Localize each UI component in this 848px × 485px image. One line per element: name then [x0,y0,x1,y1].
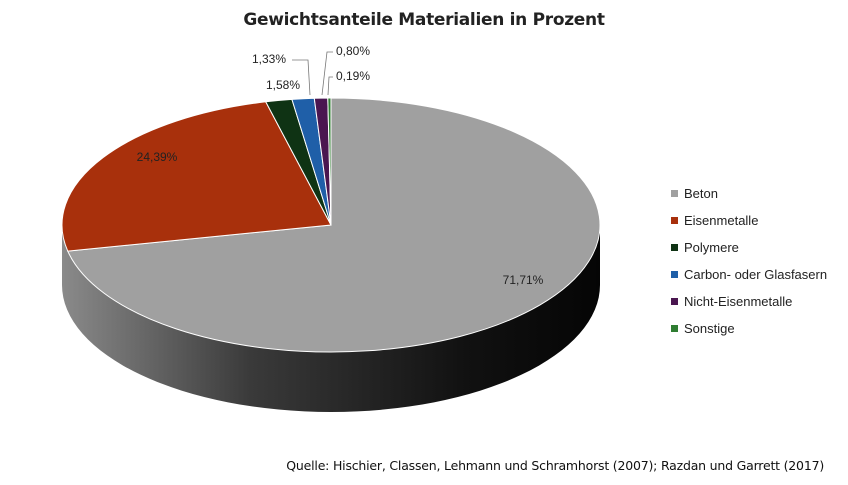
legend: Beton Eisenmetalle Polymere Carbon- oder Gl… [671,180,827,342]
pie-slice-beton [66,97,601,353]
leader-line [327,76,333,96]
legend-label: Eisenmetalle [684,213,759,228]
legend-item: Beton [671,180,827,207]
data-label: 71,71% [503,273,544,287]
legend-item: Nicht-Eisenmetalle [671,288,827,315]
legend-swatch [671,190,678,197]
pie-slice-eisenmetalle [61,101,332,252]
pie-side-wall [62,225,600,412]
data-label: 1,33% [252,52,286,66]
legend-swatch [671,217,678,224]
legend-item: Carbon- oder Glasfasern [671,261,827,288]
data-label: 24,39% [137,150,178,164]
legend-label: Beton [684,186,718,201]
pie-side-surface [62,225,600,412]
data-label: 0,80% [336,44,370,58]
legend-item: Eisenmetalle [671,207,827,234]
legend-swatch [671,244,678,251]
data-label: 1,58% [266,78,300,92]
data-label: 0,19% [336,69,370,83]
legend-swatch [671,298,678,305]
chart-title: Gewichtsanteile Materialien in Prozent [243,10,605,30]
legend-label: Carbon- oder Glasfasern [684,267,828,282]
legend-swatch [671,325,678,332]
legend-item: Polymere [671,234,827,261]
legend-label: Sonstige [684,321,735,336]
leader-line [321,51,333,96]
legend-label: Nicht-Eisenmetalle [684,294,793,309]
legend-item: Sonstige [671,315,827,342]
legend-label: Polymere [684,240,739,255]
pie-slice-sonstige [327,97,332,226]
leader-line [292,59,311,96]
legend-swatch [671,271,678,278]
source-note: Quelle: Hischier, Classen, Lehmann und S… [286,458,824,473]
